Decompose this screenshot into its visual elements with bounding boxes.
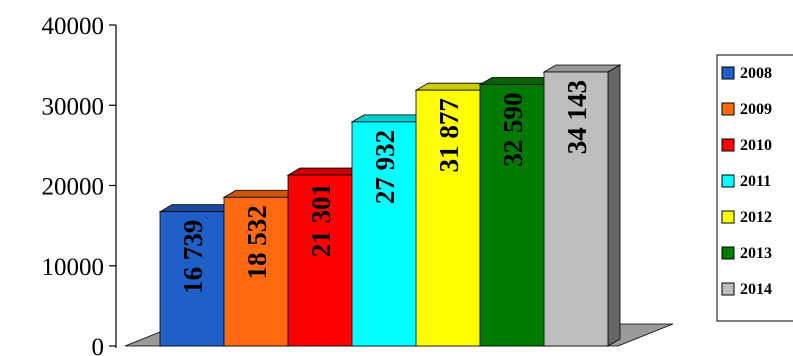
legend: 2008 2009 2010 2011 2012 2013 2014: [716, 54, 793, 322]
y-tick-label: 30000: [42, 93, 105, 120]
legend-label: 2009: [740, 101, 772, 118]
bar-value-label: 34 143: [562, 80, 592, 154]
bar-value-label: 21 301: [306, 183, 336, 257]
legend-swatch: [721, 66, 735, 80]
bar-front-face: [287, 174, 353, 347]
bar-2014: 34 143: [542, 64, 622, 347]
bar-front-face: [415, 89, 481, 347]
legend-swatch: [721, 210, 735, 224]
legend-item-2012: 2012: [721, 209, 772, 226]
legend-box: [716, 54, 793, 322]
legend-swatch: [721, 246, 735, 260]
bar-2013: 32 590: [478, 77, 558, 347]
legend-item-2010: 2010: [721, 137, 772, 154]
bar-value-label: 32 590: [498, 92, 528, 166]
legend-swatch: [721, 138, 735, 152]
bar-top-face: [542, 64, 622, 73]
legend-swatch: [721, 282, 735, 296]
legend-label: 2013: [740, 245, 772, 262]
y-tick-label: 40000: [42, 13, 105, 40]
legend-item-2008: 2008: [721, 65, 772, 82]
legend-label: 2011: [740, 173, 771, 190]
y-axis: 0 10000 20000 30000 40000: [42, 13, 117, 356]
legend-item-2011: 2011: [721, 173, 771, 190]
legend-item-2009: 2009: [721, 101, 772, 118]
bar-value-label: 27 932: [370, 130, 400, 204]
legend-item-2014: 2014: [721, 281, 772, 298]
bar-front-face: [543, 71, 609, 347]
legend-label: 2012: [740, 209, 772, 226]
y-tick-label: 10000: [42, 254, 105, 281]
legend-swatch: [721, 174, 735, 188]
legend-label: 2008: [740, 65, 772, 82]
bar-front-face: [223, 196, 289, 347]
y-tick-label: 20000: [42, 174, 105, 201]
legend-label: 2010: [740, 137, 772, 154]
bar-value-label: 16 739: [178, 220, 208, 294]
bar-front-face: [479, 84, 545, 347]
bar-series: 16 739 18 532 21 301 27 932 31 877 32 590 34 1…: [158, 64, 622, 347]
bar-value-label: 31 877: [434, 98, 464, 172]
bar-value-label: 18 532: [242, 205, 272, 279]
legend-swatch: [721, 102, 735, 116]
bar-2009: 18 532: [222, 189, 302, 347]
bar-2008: 16 739: [158, 204, 238, 347]
bar-2010: 21 301: [286, 167, 366, 347]
bar-side-face: [607, 64, 621, 347]
y-tick-label: 0: [92, 334, 105, 356]
legend-label: 2014: [740, 281, 772, 298]
legend-item-2013: 2013: [721, 245, 772, 262]
bar-2012: 31 877: [414, 82, 494, 347]
bar-front-face: [159, 211, 225, 347]
